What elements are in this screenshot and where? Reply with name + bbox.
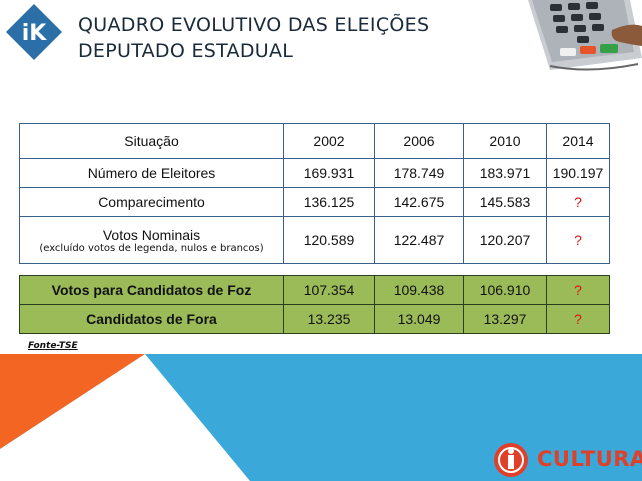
title-line-1: QUADRO EVOLUTIVO DAS ELEIÇÕES [78, 14, 430, 36]
page-title: QUADRO EVOLUTIVO DAS ELEIÇÕES DEPUTADO E… [78, 12, 429, 64]
row-label: Número de Eleitores [19, 158, 284, 188]
cell-value: 107.354 [283, 275, 375, 305]
cultura-logo [494, 443, 528, 477]
row-label: Comparecimento [19, 187, 284, 217]
table-row: Votos para Candidatos de Foz 107.354 109… [19, 275, 610, 305]
cell-value: 142.675 [374, 187, 464, 217]
cell-value: 106.910 [463, 275, 547, 305]
ik-logo: iK [6, 4, 62, 60]
election-table: Situação 2002 2006 2010 2014 Número de E… [19, 123, 610, 264]
cell-value: 183.971 [463, 158, 547, 188]
summary-table: Votos para Candidatos de Foz 107.354 109… [19, 275, 610, 334]
cell-value: 120.207 [463, 216, 547, 264]
table-row: Candidatos de Fora 13.235 13.049 13.297 … [19, 304, 610, 334]
decorative-footer [0, 354, 642, 481]
cell-value: 13.235 [283, 304, 375, 334]
header-year: 2010 [463, 123, 547, 159]
row-label: Votos Nominais [102, 226, 201, 243]
row-label: Votos para Candidatos de Foz [19, 275, 284, 305]
row-note: (excluído votos de legenda, nulos e bran… [39, 242, 264, 254]
cultura-brand-text: CULTURA [537, 447, 642, 471]
header-year: 2002 [283, 123, 375, 159]
header-situacao: Situação [19, 123, 284, 159]
cell-value: 145.583 [463, 187, 547, 217]
title-line-2: DEPUTADO ESTADUAL [78, 40, 294, 62]
cell-value: 109.438 [374, 275, 464, 305]
table-row: Comparecimento 136.125 142.675 145.583 ? [19, 187, 610, 217]
cell-value: 13.049 [374, 304, 464, 334]
cell-value: 178.749 [374, 158, 464, 188]
logo-text: iK [22, 21, 48, 46]
row-label-cell: Votos Nominais (excluído votos de legend… [19, 216, 284, 264]
voting-machine-image [520, 0, 642, 80]
cell-value: 136.125 [283, 187, 375, 217]
cell-value-unknown: ? [546, 304, 610, 334]
cell-value-unknown: ? [546, 216, 610, 264]
table-header-row: Situação 2002 2006 2010 2014 [19, 123, 610, 159]
cell-value: 122.487 [374, 216, 464, 264]
table-row: Número de Eleitores 169.931 178.749 183.… [19, 158, 610, 188]
row-label: Candidatos de Fora [19, 304, 284, 334]
cell-value-unknown: ? [546, 187, 610, 217]
cell-value: 13.297 [463, 304, 547, 334]
cell-value-unknown: ? [546, 275, 610, 305]
header-year: 2006 [374, 123, 464, 159]
cell-value: 190.197 [546, 158, 610, 188]
table-row: Votos Nominais (excluído votos de legend… [19, 216, 610, 264]
cell-value: 169.931 [283, 158, 375, 188]
source-note: Fonte-TSE [28, 341, 78, 351]
header-year: 2014 [546, 123, 610, 159]
cell-value: 120.589 [283, 216, 375, 264]
